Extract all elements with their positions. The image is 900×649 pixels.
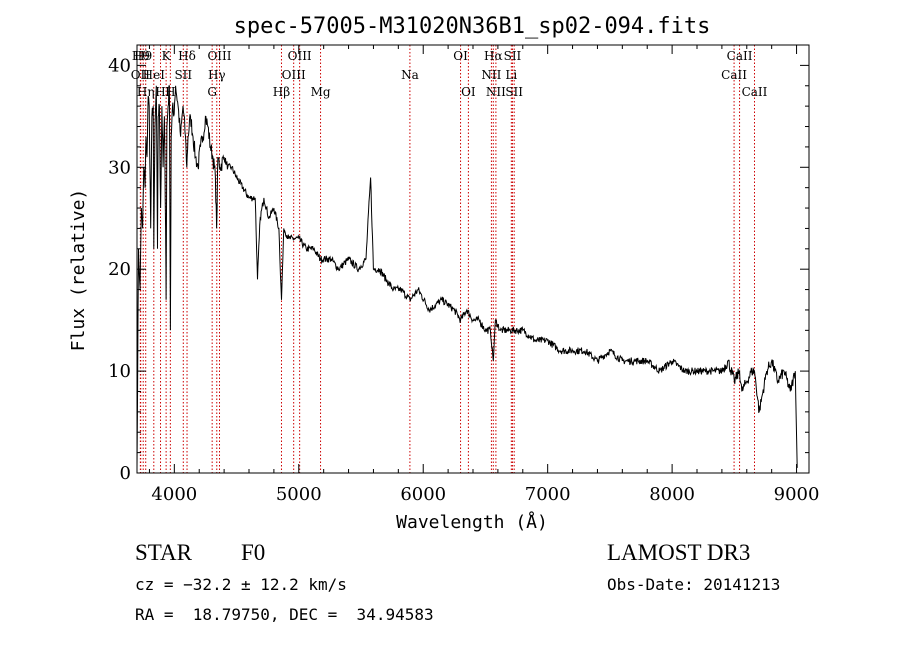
x-tick-label: 7000 [525, 484, 571, 505]
object-subclass: F0 [241, 540, 266, 565]
line-label: Hθ [132, 49, 150, 63]
line-label: OI [453, 49, 468, 63]
line-label: Hα [484, 49, 503, 63]
y-tick-label: 40 [108, 55, 131, 76]
y-tick-label: 10 [108, 361, 131, 382]
object-class: STAR [135, 540, 192, 565]
line-label: G [207, 85, 217, 99]
y-tick-label: 0 [120, 463, 131, 484]
line-label: SII [505, 85, 523, 99]
x-tick-label: 4000 [151, 484, 197, 505]
x-axis-ticks [148, 45, 798, 473]
line-label: H9 [134, 49, 152, 63]
line-label: K [162, 49, 172, 63]
line-label: H [165, 85, 175, 99]
line-label: CaII [742, 85, 768, 99]
survey-release: LAMOST DR3 [607, 540, 751, 565]
x-tick-label: 8000 [649, 484, 695, 505]
redshift-velocity: cz = −32.2 ± 12.2 km/s [135, 575, 347, 594]
line-label: Na [401, 68, 419, 82]
x-tick-label: 5000 [276, 484, 322, 505]
line-label: NII [486, 85, 506, 99]
x-tick-label: 9000 [774, 484, 820, 505]
line-label: OIII [288, 49, 312, 63]
spectrum-line [136, 85, 798, 468]
chart-title: spec-57005-M31020N36B1_sp02-094.fits [234, 14, 711, 39]
line-markers [139, 45, 755, 473]
sky-coordinates: RA = 18.79750, DEC = 34.94583 [135, 605, 434, 624]
line-label: Hη [137, 85, 155, 99]
line-label: OI [461, 85, 476, 99]
line-label: NII [481, 68, 501, 82]
line-label: Mg [311, 85, 331, 99]
line-label: Hγ [208, 68, 226, 82]
line-label: HeI [143, 68, 166, 82]
line-label: CaII [727, 49, 753, 63]
line-label: OII [131, 68, 151, 82]
y-tick-label: 20 [108, 259, 131, 280]
y-tick-label: 30 [108, 157, 131, 178]
plot-frame [136, 44, 810, 474]
line-label: SII [174, 68, 192, 82]
line-label: SII [504, 49, 522, 63]
observation-date: Obs-Date: 20141213 [607, 575, 781, 594]
line-label: OIII [282, 68, 306, 82]
x-axis-label: Wavelength (Å) [396, 511, 548, 533]
line-label: Li [505, 68, 517, 82]
line-label: H [155, 85, 165, 99]
line-label: Hβ [273, 85, 290, 99]
y-axis-ticks [137, 44, 809, 474]
y-axis-tick-labels: 0 10 20 30 40 [108, 55, 131, 484]
line-label: OIII [207, 49, 231, 63]
x-tick-label: 6000 [400, 484, 446, 505]
y-axis-label: Flux (relative) [68, 189, 89, 352]
line-label: Hδ [178, 49, 196, 63]
line-label: CaII [721, 68, 747, 82]
x-axis-tick-labels: 4000 5000 6000 7000 8000 9000 [151, 484, 819, 505]
